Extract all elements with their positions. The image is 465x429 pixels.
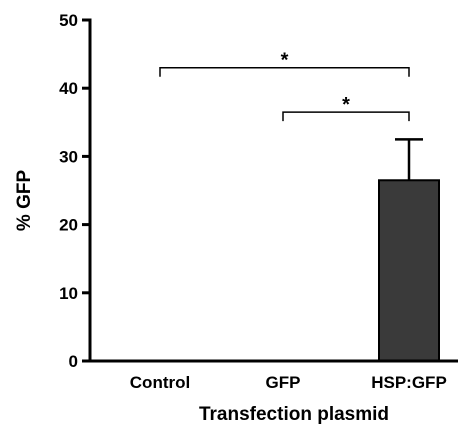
x-axis-title: Transfection plasmid: [199, 404, 389, 425]
significance-label: *: [342, 94, 350, 116]
significance-bracket: [159, 66, 410, 77]
y-tick-label: 20: [59, 216, 78, 235]
y-tick-label: 30: [59, 147, 78, 166]
x-tick-label: Control: [130, 373, 190, 392]
y-tick-label: 10: [59, 284, 78, 303]
y-axis-ticks: 0 10 20 30 40 50: [59, 11, 90, 371]
significance-brackets: **: [159, 50, 410, 122]
y-axis-title: % GFP: [14, 170, 35, 232]
y-tick-label: 50: [59, 11, 78, 30]
x-tick-label: GFP: [266, 373, 301, 392]
bars: [378, 179, 440, 362]
y-tick-label: 0: [69, 352, 78, 371]
significance-label: *: [281, 50, 289, 72]
y-tick-label: 40: [59, 79, 78, 98]
x-tick-label: HSP:GFP: [371, 373, 447, 392]
significance-bracket: [282, 111, 410, 122]
x-axis-tick-labels: Control GFP HSP:GFP: [130, 373, 447, 392]
error-bars: [395, 138, 423, 181]
bar: [378, 179, 440, 362]
